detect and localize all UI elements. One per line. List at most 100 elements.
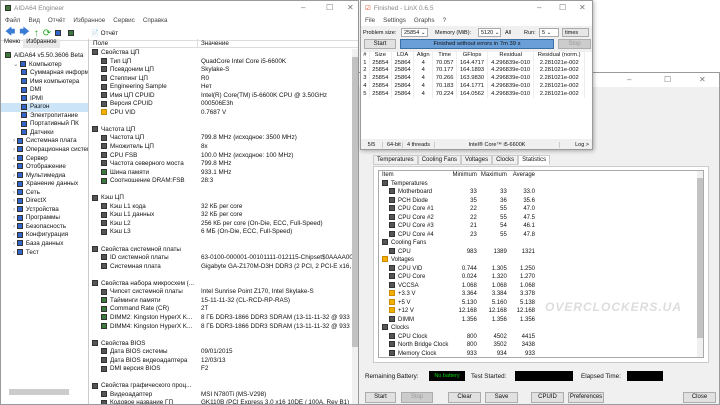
sensor-row[interactable]: +5 V 5.130 5.160 5.138 xyxy=(379,298,539,308)
group-row[interactable]: Clocks xyxy=(379,324,539,333)
column-header[interactable]: Size xyxy=(369,52,392,60)
tree-item[interactable]: › Сервер xyxy=(1,155,88,164)
stop-button[interactable]: Stop xyxy=(401,392,433,403)
minimize-button[interactable]: – xyxy=(627,75,632,84)
column-header[interactable]: Residual xyxy=(487,52,535,60)
tree-item[interactable]: Портативный ПК xyxy=(1,120,88,129)
horizontal-scrollbar[interactable] xyxy=(9,389,69,395)
tree-item[interactable]: › Отображение xyxy=(1,163,88,172)
minimize-button[interactable]: – xyxy=(537,3,542,12)
expand-icon[interactable]: › xyxy=(13,180,17,188)
run-select[interactable]: 5 ⌄ xyxy=(539,28,559,37)
group-header[interactable]: Кэш ЦП xyxy=(90,194,352,203)
sensor-row[interactable]: PCH Diode 35 36 35.6 xyxy=(379,196,539,206)
property-row[interactable]: ID системной платы 63-0100-000001-0010111… xyxy=(90,254,352,263)
memory-select[interactable]: 5120 ⌄ xyxy=(478,28,501,37)
property-row[interactable]: Кэш L2 256 КБ per core (On-Die, ECC, Full… xyxy=(90,220,352,229)
menu-item[interactable]: Файл xyxy=(5,17,21,24)
table-row[interactable]: 4 25854 25864 4 70.183 164.1771 4.296839e-010 2… xyxy=(361,82,585,91)
expand-icon[interactable]: › xyxy=(13,248,17,256)
tab-favorites[interactable]: Избранное xyxy=(23,39,60,48)
property-row[interactable]: Имя ЦП CPUID Intel(R) Core(TM) i5-6600K C… xyxy=(90,92,352,101)
scrollbar-thumb[interactable] xyxy=(352,57,358,347)
minimize-button[interactable]: – xyxy=(301,3,306,12)
property-row[interactable]: Соотношение DRAM:FSB 28:3 xyxy=(90,177,352,186)
sensor-row[interactable]: Motherboard 33 33 33.0 xyxy=(379,188,539,197)
expand-icon[interactable]: › xyxy=(13,222,17,230)
group-header[interactable]: Свойства графического проц... xyxy=(90,382,352,391)
property-row[interactable]: Шина памяти 933.1 MHz xyxy=(90,169,352,178)
column-header[interactable]: Average xyxy=(512,172,535,178)
tree-item[interactable]: Имя компьютера xyxy=(1,78,88,87)
menu-item[interactable]: Graphs xyxy=(413,17,435,24)
property-row[interactable]: Дата BIOS видеоадаптера 12/03/13 xyxy=(90,357,352,366)
expand-icon[interactable]: › xyxy=(13,188,17,196)
vertical-scrollbar[interactable] xyxy=(697,171,703,357)
scrollbar-thumb[interactable] xyxy=(697,178,703,338)
column-header[interactable]: Time xyxy=(432,52,458,60)
table-row[interactable]: 2 25854 25864 4 70.177 164.1893 4.296839e-010 2… xyxy=(361,67,585,76)
property-row[interactable]: Множитель ЦП 8x xyxy=(90,143,352,152)
menu-item[interactable]: ? xyxy=(442,17,447,24)
tree-item[interactable]: › Безопасность xyxy=(1,223,88,232)
menu-item[interactable]: Settings xyxy=(383,17,406,24)
forward-icon[interactable]: 🡆 xyxy=(19,26,30,38)
expand-icon[interactable]: › xyxy=(13,205,17,213)
property-row[interactable]: Псевдоним ЦП Skylake-S xyxy=(90,66,352,75)
property-row[interactable]: Чипсет системной платы Intel Sunrise Poin… xyxy=(90,288,352,297)
sensor-row[interactable]: Memory Clock 933 934 933 xyxy=(379,349,539,358)
sensor-row[interactable]: DIMM 1.356 1.356 1.356 xyxy=(379,315,539,325)
tab-cooling-fans[interactable]: Cooling Fans xyxy=(417,155,462,165)
expand-icon[interactable]: › xyxy=(13,197,17,205)
expand-icon[interactable]: › xyxy=(13,171,17,179)
tab-temperatures[interactable]: Temperatures xyxy=(373,155,418,165)
property-row[interactable]: CPU VID 0.7687 V xyxy=(90,109,352,118)
property-row[interactable]: Степпинг ЦП R0 xyxy=(90,75,352,84)
column-header[interactable]: LDA xyxy=(391,52,415,60)
group-row[interactable]: Cooling Fans xyxy=(379,239,539,248)
sensor-row[interactable]: CPU VID 0.744 1.305 1.250 xyxy=(379,264,539,274)
group-row[interactable]: Voltages xyxy=(379,256,539,265)
property-row[interactable]: Кодовое название ГП GK110B (PCI Express 3… xyxy=(90,399,352,404)
maximize-button[interactable]: ☐ xyxy=(326,3,334,12)
tree-item[interactable]: AIDA64 v5.50.3606 Beta xyxy=(1,52,88,61)
property-row[interactable]: Кэш L1 кода 32 КБ per core xyxy=(90,203,352,212)
close-button[interactable]: ✕ xyxy=(347,3,354,12)
problem-size-select[interactable]: 25854 ⌄ xyxy=(401,28,428,37)
sensor-row[interactable]: CPU Core #4 23 55 47.8 xyxy=(379,230,539,240)
stop-button[interactable]: Stop xyxy=(558,39,591,49)
report-button[interactable]: 📄 Отчёт xyxy=(91,30,119,37)
property-row[interactable]: Тип ЦП QuadCore Intel Core i5-6600K xyxy=(90,58,352,67)
clear-button[interactable]: Clear xyxy=(448,392,481,403)
group-header[interactable]: Частота ЦП xyxy=(90,126,352,135)
tree-item[interactable]: Разгон xyxy=(1,103,88,112)
tree-item[interactable]: › Устройства xyxy=(1,206,88,215)
cpuid-button[interactable]: CPUID xyxy=(531,392,564,403)
menu-item[interactable]: Сервис xyxy=(113,17,135,24)
column-header[interactable]: Residual (norm.) xyxy=(533,52,585,60)
property-row[interactable]: DIMM2: Kingston HyperX K... 8 ГБ DDR3-186… xyxy=(90,314,352,323)
group-header[interactable]: Свойства набора микросхем (... xyxy=(90,280,352,289)
start-button[interactable]: Start xyxy=(364,39,396,49)
preferences-button[interactable]: Preferences xyxy=(568,392,604,403)
property-row[interactable]: Кэш L3 6 МБ (On-Die, ECC, Full-Speed) xyxy=(90,228,352,237)
tree-item[interactable]: › Операционная система xyxy=(1,146,88,155)
tree-item[interactable]: › Мультимедиа xyxy=(1,172,88,181)
sensor-row[interactable]: CPU Core #1 22 55 47.0 xyxy=(379,205,539,214)
expand-icon[interactable]: ⌄ xyxy=(13,60,21,68)
sensor-row[interactable]: +12 V 12.168 12.168 12.168 xyxy=(379,307,539,316)
sensor-row[interactable]: CPU Clock 800 4502 4415 xyxy=(379,332,539,342)
tree-item[interactable]: › Сеть xyxy=(1,189,88,198)
column-header[interactable]: Minimum xyxy=(452,172,477,178)
tree-item[interactable]: Датчики xyxy=(1,129,88,138)
save-button[interactable]: Save xyxy=(485,392,518,403)
expand-icon[interactable]: › xyxy=(13,163,17,171)
tree-item[interactable]: ⌄ Компьютер xyxy=(1,61,88,70)
all-checkbox[interactable]: All xyxy=(505,30,512,36)
property-row[interactable]: Частота северного моста 799.8 MHz xyxy=(90,160,352,169)
sensor-row[interactable]: North Bridge Clock 800 3502 3438 xyxy=(379,341,539,350)
column-header[interactable]: Maximum xyxy=(480,172,507,178)
tree-item[interactable]: DMI xyxy=(1,86,88,95)
table-row[interactable]: 5 25854 25864 4 70.224 164.0562 4.296839e-010 2… xyxy=(361,90,585,99)
tree-item[interactable]: › Конфигурация xyxy=(1,231,88,240)
